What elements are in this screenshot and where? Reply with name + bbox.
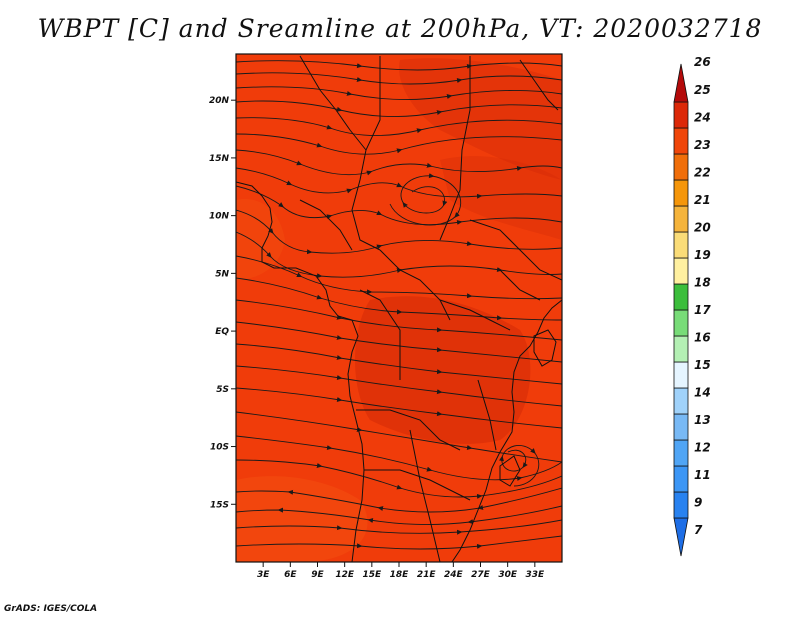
colorbar-swatch bbox=[673, 63, 689, 103]
lat-tick-label: 15S bbox=[210, 500, 229, 510]
colorbar-label: 9 bbox=[694, 496, 702, 510]
lat-tick-label: 20N bbox=[209, 96, 230, 106]
longitude-axis: 3E 6E 9E 12E 15E 18E 21E 24E 27E 30E 33E bbox=[257, 562, 545, 580]
colorbar-label: 26 bbox=[694, 55, 711, 69]
lon-tick-label: 30E bbox=[498, 570, 518, 580]
map-title: WBPT [C] and Sreamline at 200hPa, VT: 20… bbox=[37, 14, 763, 43]
colorbar-label: 11 bbox=[694, 468, 711, 482]
lon-tick-label: 27E bbox=[471, 570, 491, 580]
colorbar-label: 25 bbox=[694, 83, 711, 97]
lon-tick-label: 6E bbox=[284, 570, 297, 580]
colorbar-swatch bbox=[673, 179, 689, 207]
lon-tick-label: 24E bbox=[444, 570, 464, 580]
colorbar-swatch bbox=[673, 361, 689, 389]
colorbar-swatch bbox=[673, 413, 689, 441]
lon-tick-label: 21E bbox=[417, 570, 437, 580]
lon-tick-label: 9E bbox=[311, 570, 324, 580]
colorbar-swatch bbox=[673, 491, 689, 519]
colorbar-label: 23 bbox=[694, 138, 711, 152]
colorbar-label: 19 bbox=[694, 248, 711, 262]
coastlines-and-borders bbox=[236, 55, 562, 562]
colorbar-swatch bbox=[673, 205, 689, 233]
colorbar-swatch bbox=[673, 439, 689, 467]
lat-tick-label: 5N bbox=[215, 269, 229, 279]
colorbar-label: 21 bbox=[694, 193, 711, 207]
colorbar-label: 12 bbox=[694, 441, 711, 455]
colorbar-swatch bbox=[673, 517, 689, 557]
colorbar-swatch bbox=[673, 283, 689, 311]
colorbar-swatch bbox=[673, 335, 689, 363]
colorbar-swatch bbox=[673, 387, 689, 415]
colorbar-label: 20 bbox=[694, 220, 711, 234]
colorbar-label: 7 bbox=[694, 523, 703, 537]
plot-area bbox=[236, 54, 562, 562]
colorbar-swatch bbox=[673, 257, 689, 285]
lat-tick-label: 10S bbox=[210, 443, 229, 453]
colorbar-swatch bbox=[673, 231, 689, 259]
colorbar-swatch bbox=[673, 127, 689, 155]
colorbar-label: 17 bbox=[694, 303, 711, 317]
lat-tick-label: 5S bbox=[216, 385, 229, 395]
colorbar-label: 18 bbox=[694, 275, 711, 289]
latitude-axis: 20N 15N 10N 5N EQ 5S 10S 15S bbox=[209, 96, 236, 510]
lon-tick-label: 12E bbox=[335, 570, 355, 580]
colorbar-swatch bbox=[673, 101, 689, 129]
lon-tick-label: 3E bbox=[257, 570, 270, 580]
lon-tick-label: 18E bbox=[390, 570, 410, 580]
lat-tick-label: 15N bbox=[209, 154, 230, 164]
streamlines bbox=[236, 60, 562, 550]
colorbar-label: 14 bbox=[694, 386, 711, 400]
lat-tick-label: EQ bbox=[215, 327, 229, 337]
colorbar-label: 13 bbox=[694, 413, 711, 427]
grads-credit: GrADS: IGES/COLA bbox=[4, 604, 98, 614]
colorbar-swatch bbox=[673, 309, 689, 337]
lat-tick-label: 10N bbox=[209, 212, 230, 222]
colorbar-swatch bbox=[673, 153, 689, 181]
lon-tick-label: 15E bbox=[362, 570, 382, 580]
colorbar-label: 15 bbox=[694, 358, 711, 372]
colorbar-swatch bbox=[673, 465, 689, 493]
colorbar: 7 9 11 12 13 14 15 16 17 18 19 20 21 22 23 24 25 26 bbox=[673, 55, 711, 557]
colorbar-label: 24 bbox=[694, 110, 711, 124]
lon-tick-label: 33E bbox=[525, 570, 545, 580]
colorbar-label: 16 bbox=[694, 331, 711, 345]
colorbar-label: 22 bbox=[694, 165, 711, 179]
